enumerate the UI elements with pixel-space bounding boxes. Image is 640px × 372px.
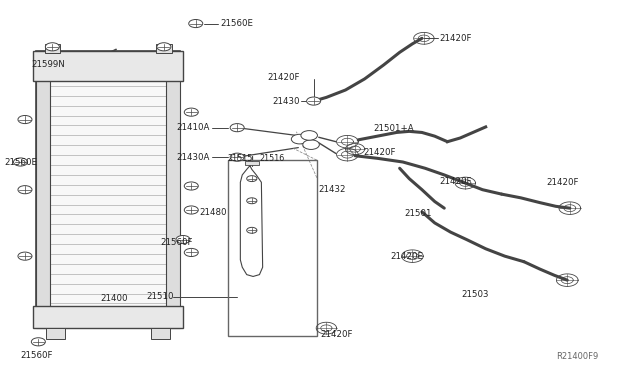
- Text: 21560F: 21560F: [161, 238, 193, 247]
- Circle shape: [246, 227, 257, 233]
- Text: 21420F: 21420F: [440, 177, 472, 186]
- Text: 21501+A: 21501+A: [373, 124, 413, 133]
- Circle shape: [31, 338, 45, 346]
- Bar: [228, 160, 317, 336]
- Text: 21501: 21501: [404, 209, 432, 218]
- Text: 21560E: 21560E: [220, 19, 253, 28]
- Text: 21516: 21516: [260, 154, 285, 163]
- Circle shape: [230, 153, 244, 161]
- Bar: [45, 44, 60, 53]
- Bar: [36, 51, 51, 328]
- Bar: [166, 51, 180, 328]
- Circle shape: [307, 97, 321, 105]
- Circle shape: [246, 176, 257, 182]
- Circle shape: [291, 134, 308, 144]
- Bar: [33, 51, 183, 81]
- Text: 21420F: 21420F: [267, 73, 300, 81]
- Circle shape: [189, 19, 203, 28]
- Text: 21599N: 21599N: [31, 60, 65, 70]
- Text: 21432: 21432: [318, 185, 346, 194]
- Circle shape: [45, 43, 60, 51]
- Bar: [151, 328, 170, 339]
- Circle shape: [184, 108, 198, 116]
- Text: 21515: 21515: [228, 154, 253, 163]
- Text: 21480: 21480: [199, 208, 227, 218]
- Text: R21400F9: R21400F9: [556, 352, 598, 361]
- Circle shape: [303, 140, 319, 150]
- Circle shape: [246, 198, 257, 204]
- Text: 21400: 21400: [100, 294, 127, 303]
- Circle shape: [184, 248, 198, 257]
- Text: 21420F: 21420F: [440, 34, 472, 43]
- Circle shape: [18, 115, 32, 124]
- Text: 21503: 21503: [461, 291, 489, 299]
- Text: 21430A: 21430A: [177, 153, 210, 162]
- Circle shape: [13, 158, 28, 166]
- Text: 21510: 21510: [146, 292, 173, 301]
- Circle shape: [184, 182, 198, 190]
- Circle shape: [184, 206, 198, 214]
- Text: 21420E: 21420E: [390, 252, 423, 262]
- Circle shape: [157, 43, 171, 51]
- Bar: [156, 44, 172, 53]
- Bar: [33, 306, 183, 328]
- Text: 21420F: 21420F: [546, 178, 579, 187]
- Circle shape: [230, 124, 244, 132]
- Circle shape: [176, 235, 190, 244]
- Bar: [46, 328, 65, 339]
- Text: 21420F: 21420F: [364, 148, 396, 157]
- Circle shape: [18, 252, 32, 260]
- Circle shape: [18, 186, 32, 194]
- Circle shape: [301, 131, 317, 140]
- Text: 21560E: 21560E: [4, 157, 38, 167]
- Text: 21560F: 21560F: [20, 351, 52, 360]
- Text: 21410A: 21410A: [177, 123, 210, 132]
- Text: 21430: 21430: [272, 97, 300, 106]
- Bar: [36, 51, 180, 328]
- Bar: [245, 161, 259, 165]
- Text: 21420F: 21420F: [320, 330, 353, 339]
